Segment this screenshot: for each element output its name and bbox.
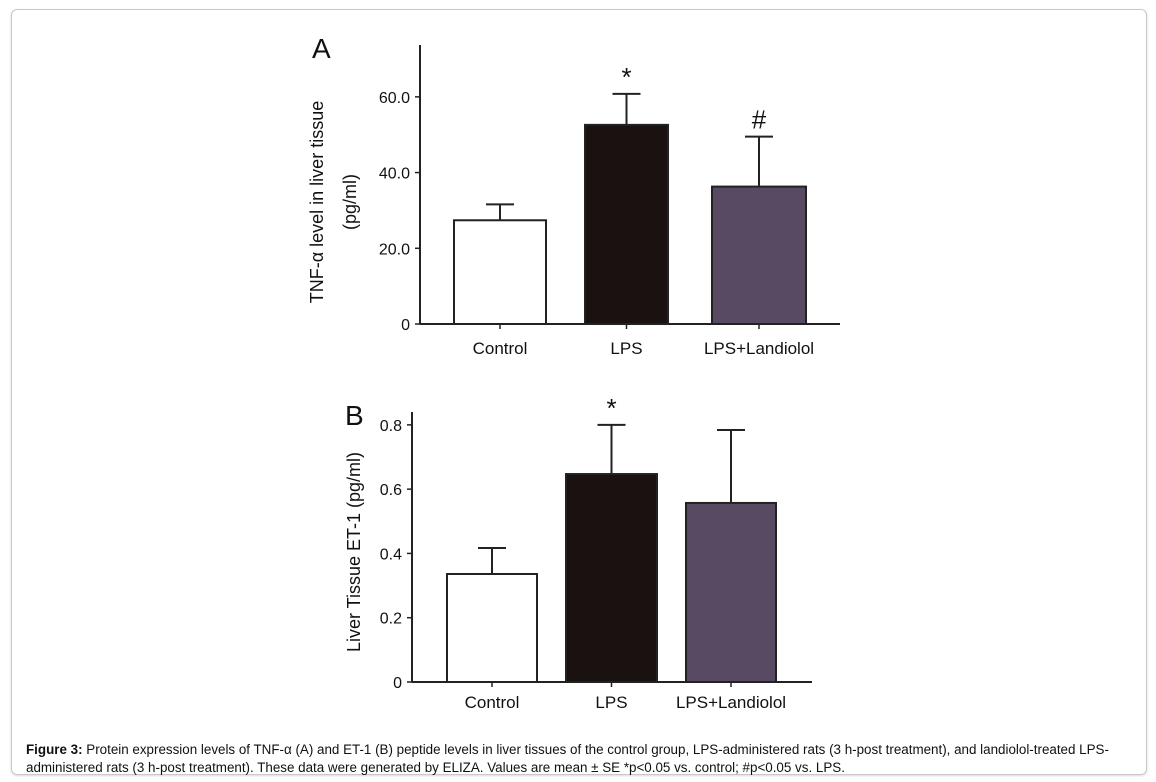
caption-label: Figure 3: xyxy=(26,742,83,757)
figure-caption: Figure 3: Protein expression levels of T… xyxy=(26,741,1136,777)
x-tick-label: LPS+Landiolol xyxy=(676,693,786,712)
x-tick-label: LPS xyxy=(610,339,642,358)
bar-lps-landiolol xyxy=(685,501,777,684)
x-tick-label: Control xyxy=(473,339,528,358)
y-tick-label: 0.6 xyxy=(380,482,402,499)
y-tick-label: 20.0 xyxy=(379,241,410,258)
panel-label: A xyxy=(312,33,331,64)
x-tick-label: Control xyxy=(465,693,520,712)
bar-control xyxy=(453,219,547,325)
panel-label: B xyxy=(345,400,364,431)
y-tick-label: 0.8 xyxy=(380,418,402,435)
x-tick-label: LPS+Landiolol xyxy=(704,339,814,358)
bar-control xyxy=(446,573,538,683)
y-axis-label: (pg/ml) xyxy=(340,174,360,230)
figure-frame xyxy=(11,9,1147,775)
caption-text: Protein expression levels of TNF-α (A) a… xyxy=(26,742,1109,775)
bar-lps xyxy=(584,123,669,325)
y-tick-label: 40.0 xyxy=(379,166,410,183)
significance-marker: * xyxy=(621,62,631,92)
y-tick-label: 60.0 xyxy=(379,90,410,107)
bar-lps xyxy=(565,473,658,683)
y-axis-label: Liver Tissue ET-1 (pg/ml) xyxy=(344,452,364,652)
significance-marker: # xyxy=(752,105,767,135)
y-axis-label: TNF-α level in liver tissue xyxy=(307,101,327,303)
y-tick-label: 0 xyxy=(393,675,402,692)
y-tick-label: 0.4 xyxy=(380,546,402,563)
x-tick-label: LPS xyxy=(595,693,627,712)
bar-lps-landiolol xyxy=(711,185,807,325)
y-tick-label: 0 xyxy=(401,317,410,334)
significance-marker: * xyxy=(606,393,616,423)
y-tick-label: 0.2 xyxy=(380,611,402,628)
